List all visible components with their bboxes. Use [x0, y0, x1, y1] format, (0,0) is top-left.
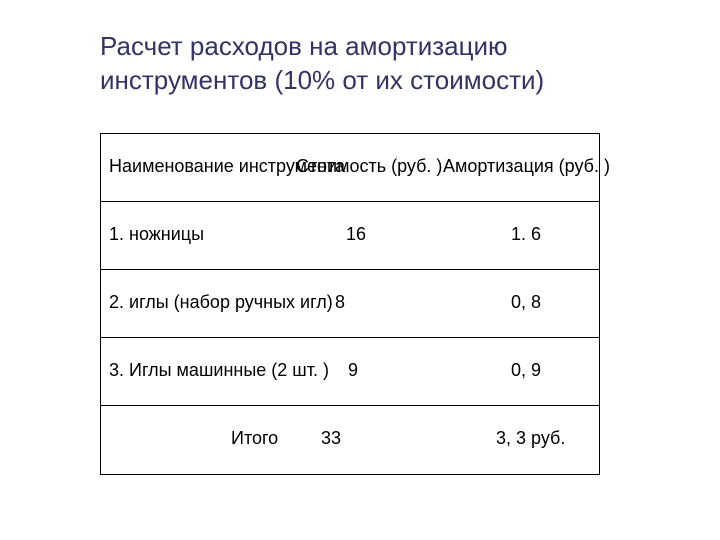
row-cost: 9	[348, 360, 358, 381]
row-name: 2. иглы (набор ручных игл)	[109, 292, 333, 313]
total-amort: 3, 3 руб.	[496, 428, 565, 449]
amortization-table: Наименование инструмента Стоимость (руб.…	[100, 133, 600, 475]
table-row: 3. Иглы машинные (2 шт. ) 9 0, 9	[101, 338, 599, 406]
row-amort: 0, 8	[511, 292, 541, 313]
header-col2: Стоимость (руб. )	[296, 156, 442, 177]
page-title: Расчет расходов на амортизацию инструмен…	[100, 30, 670, 98]
row-amort: 1. 6	[511, 224, 541, 245]
total-label: Итого	[231, 428, 278, 449]
header-col3: Амортизация (руб. )	[443, 156, 610, 177]
row-amort: 0, 9	[511, 360, 541, 381]
total-row: Итого 33 3, 3 руб.	[101, 406, 599, 474]
row-name: 3. Иглы машинные (2 шт. )	[109, 360, 329, 381]
table-row: 1. ножницы 16 1. 6	[101, 202, 599, 270]
row-cost: 16	[346, 224, 366, 245]
row-cost: 8	[335, 292, 345, 313]
row-name: 1. ножницы	[109, 224, 204, 245]
table-row: 2. иглы (набор ручных игл) 8 0, 8	[101, 270, 599, 338]
total-cost: 33	[321, 428, 341, 449]
header-row: Наименование инструмента Стоимость (руб.…	[101, 134, 599, 202]
